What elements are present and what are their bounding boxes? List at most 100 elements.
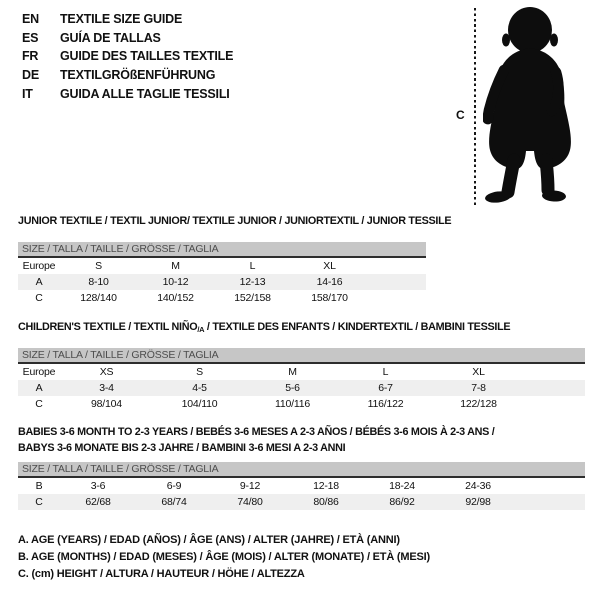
cell: S	[95, 260, 102, 272]
cell: XL	[323, 260, 336, 272]
junior-size-table: SIZE / TALLA / TAILLE / GRÖSSE / TAGLIA …	[18, 242, 427, 306]
cell: 8-10	[60, 274, 137, 290]
cell: 122/128	[460, 398, 497, 410]
table-row-height: C 128/140 140/152 152/158 158/170	[18, 290, 426, 306]
cell: 62/68	[60, 494, 136, 510]
guide-title-es: GUÍA DE TALLAS	[60, 30, 161, 45]
cell: S	[196, 366, 203, 378]
language-row-en: EN TEXTILE SIZE GUIDE	[22, 10, 233, 29]
children-title-pre: CHILDREN'S TEXTILE / TEXTIL NIÑO	[18, 321, 198, 333]
cell: 4-5	[153, 380, 246, 396]
language-code: DE	[22, 68, 39, 83]
language-code: EN	[22, 12, 39, 27]
size-header-row: SIZE / TALLA / TAILLE / GRÖSSE / TAGLIA	[18, 348, 586, 364]
babies-size-table: SIZE / TALLA / TAILLE / GRÖSSE / TAGLIA …	[18, 462, 586, 510]
cell: XS	[99, 366, 114, 378]
language-code: ES	[22, 30, 39, 45]
cell: 140/152	[157, 292, 194, 304]
cell-empty	[525, 363, 585, 380]
row-label: Europe	[22, 260, 56, 272]
table-row-height: C 98/104 104/110 110/116 116/122 122/128	[18, 396, 585, 412]
row-label: B	[35, 480, 43, 492]
cell: 104/110	[181, 398, 218, 410]
cell: 12-13	[214, 274, 291, 290]
children-section-title: CHILDREN'S TEXTILE / TEXTIL NIÑO/A / TEX…	[18, 321, 511, 336]
children-title-subscript: /A	[197, 325, 205, 334]
cell: 5-6	[246, 380, 339, 396]
cell: 12-18	[313, 480, 339, 492]
cell-empty	[516, 477, 585, 494]
cell-empty	[368, 257, 426, 274]
row-label: C	[35, 292, 43, 304]
cell-empty	[525, 396, 585, 412]
row-label: Europe	[22, 366, 56, 378]
height-measure-dotted-line	[474, 8, 476, 208]
cell: 6-9	[166, 480, 182, 492]
children-size-table: SIZE / TALLA / TAILLE / GRÖSSE / TAGLIA …	[18, 348, 586, 412]
children-title-post: / TEXTILE DES ENFANTS / KINDERTEXTIL / B…	[204, 321, 511, 333]
baby-silhouette-icon	[483, 7, 571, 203]
cell: 24-36	[465, 480, 491, 492]
cell: L	[249, 260, 256, 272]
guide-title-it: GUIDA ALLE TAGLIE TESSILI	[60, 86, 230, 101]
guide-title-de: TEXTILGRÖßENFÜHRUNG	[60, 68, 216, 83]
cell: 68/74	[136, 494, 212, 510]
note-age-months: B. AGE (MONTHS) / EDAD (MESES) / ÂGE (MO…	[18, 551, 430, 563]
cell: 3-4	[60, 380, 153, 396]
table-row-europe: Europe S M L XL	[18, 257, 426, 274]
guide-title-en: TEXTILE SIZE GUIDE	[60, 12, 183, 27]
table-row-europe: Europe XS S M L XL	[18, 363, 585, 380]
cell: 9-12	[239, 480, 261, 492]
cell: XL	[472, 366, 485, 378]
size-header-row: SIZE / TALLA / TAILLE / GRÖSSE / TAGLIA	[18, 242, 427, 258]
row-label: A	[18, 274, 60, 290]
cell: 6-7	[339, 380, 432, 396]
cell: 80/86	[288, 494, 364, 510]
cell: 128/140	[80, 292, 117, 304]
note-age-years: A. AGE (YEARS) / EDAD (AÑOS) / ÂGE (ANS)…	[18, 534, 400, 546]
junior-section-title: JUNIOR TEXTILE / TEXTIL JUNIOR/ TEXTILE …	[18, 215, 452, 227]
language-row-it: IT GUIDA ALLE TAGLIE TESSILI	[22, 84, 233, 103]
height-measure-label: C	[456, 108, 465, 122]
cell: 116/122	[367, 398, 404, 410]
cell: 152/158	[234, 292, 271, 304]
legend-notes: A. AGE (YEARS) / EDAD (AÑOS) / ÂGE (ANS)…	[18, 532, 430, 583]
size-header-row: SIZE / TALLA / TAILLE / GRÖSSE / TAGLIA	[18, 462, 586, 478]
size-header-label: SIZE / TALLA / TAILLE / GRÖSSE / TAGLIA	[18, 462, 586, 478]
language-code: FR	[22, 49, 39, 64]
note-height-cm: C. (cm) HEIGHT / ALTURA / HAUTEUR / HÖHE…	[18, 568, 305, 580]
cell-empty	[516, 494, 586, 510]
cell: L	[382, 366, 389, 378]
table-row-months: B 3-6 6-9 9-12 12-18 18-24 24-36	[18, 477, 585, 494]
row-label: C	[18, 494, 60, 510]
cell: 7-8	[432, 380, 525, 396]
language-row-de: DE TEXTILGRÖßENFÜHRUNG	[22, 66, 233, 85]
cell-empty	[368, 290, 426, 306]
babies-title-line2: BABYS 3-6 MONATE BIS 2-3 JAHRE / BAMBINI…	[18, 442, 346, 454]
cell: M	[171, 260, 180, 272]
size-header-label: SIZE / TALLA / TAILLE / GRÖSSE / TAGLIA	[18, 348, 586, 364]
cell: 74/80	[212, 494, 288, 510]
language-title-list: EN TEXTILE SIZE GUIDE ES GUÍA DE TALLAS …	[22, 10, 233, 103]
cell: 10-12	[137, 274, 214, 290]
cell: 14-16	[291, 274, 368, 290]
cell: 110/116	[275, 398, 310, 410]
cell: 92/98	[440, 494, 516, 510]
table-row-height: C 62/68 68/74 74/80 80/86 86/92 92/98	[18, 494, 586, 510]
language-row-fr: FR GUIDE DES TAILLES TEXTILE	[22, 47, 233, 66]
cell: 158/170	[311, 292, 348, 304]
table-row-age: A 3-4 4-5 5-6 6-7 7-8	[18, 380, 586, 396]
cell-empty	[368, 274, 427, 290]
guide-title-fr: GUIDE DES TAILLES TEXTILE	[60, 49, 234, 64]
cell: 98/104	[91, 398, 122, 410]
row-label: C	[35, 398, 43, 410]
cell: 86/92	[364, 494, 440, 510]
size-header-label: SIZE / TALLA / TAILLE / GRÖSSE / TAGLIA	[18, 242, 427, 258]
table-row-age: A 8-10 10-12 12-13 14-16	[18, 274, 427, 290]
cell-empty	[525, 380, 586, 396]
row-label: A	[18, 380, 60, 396]
cell: 18-24	[389, 480, 415, 492]
cell: 3-6	[90, 480, 106, 492]
babies-title-line1: BABIES 3-6 MONTH TO 2-3 YEARS / BEBÉS 3-…	[18, 426, 495, 438]
